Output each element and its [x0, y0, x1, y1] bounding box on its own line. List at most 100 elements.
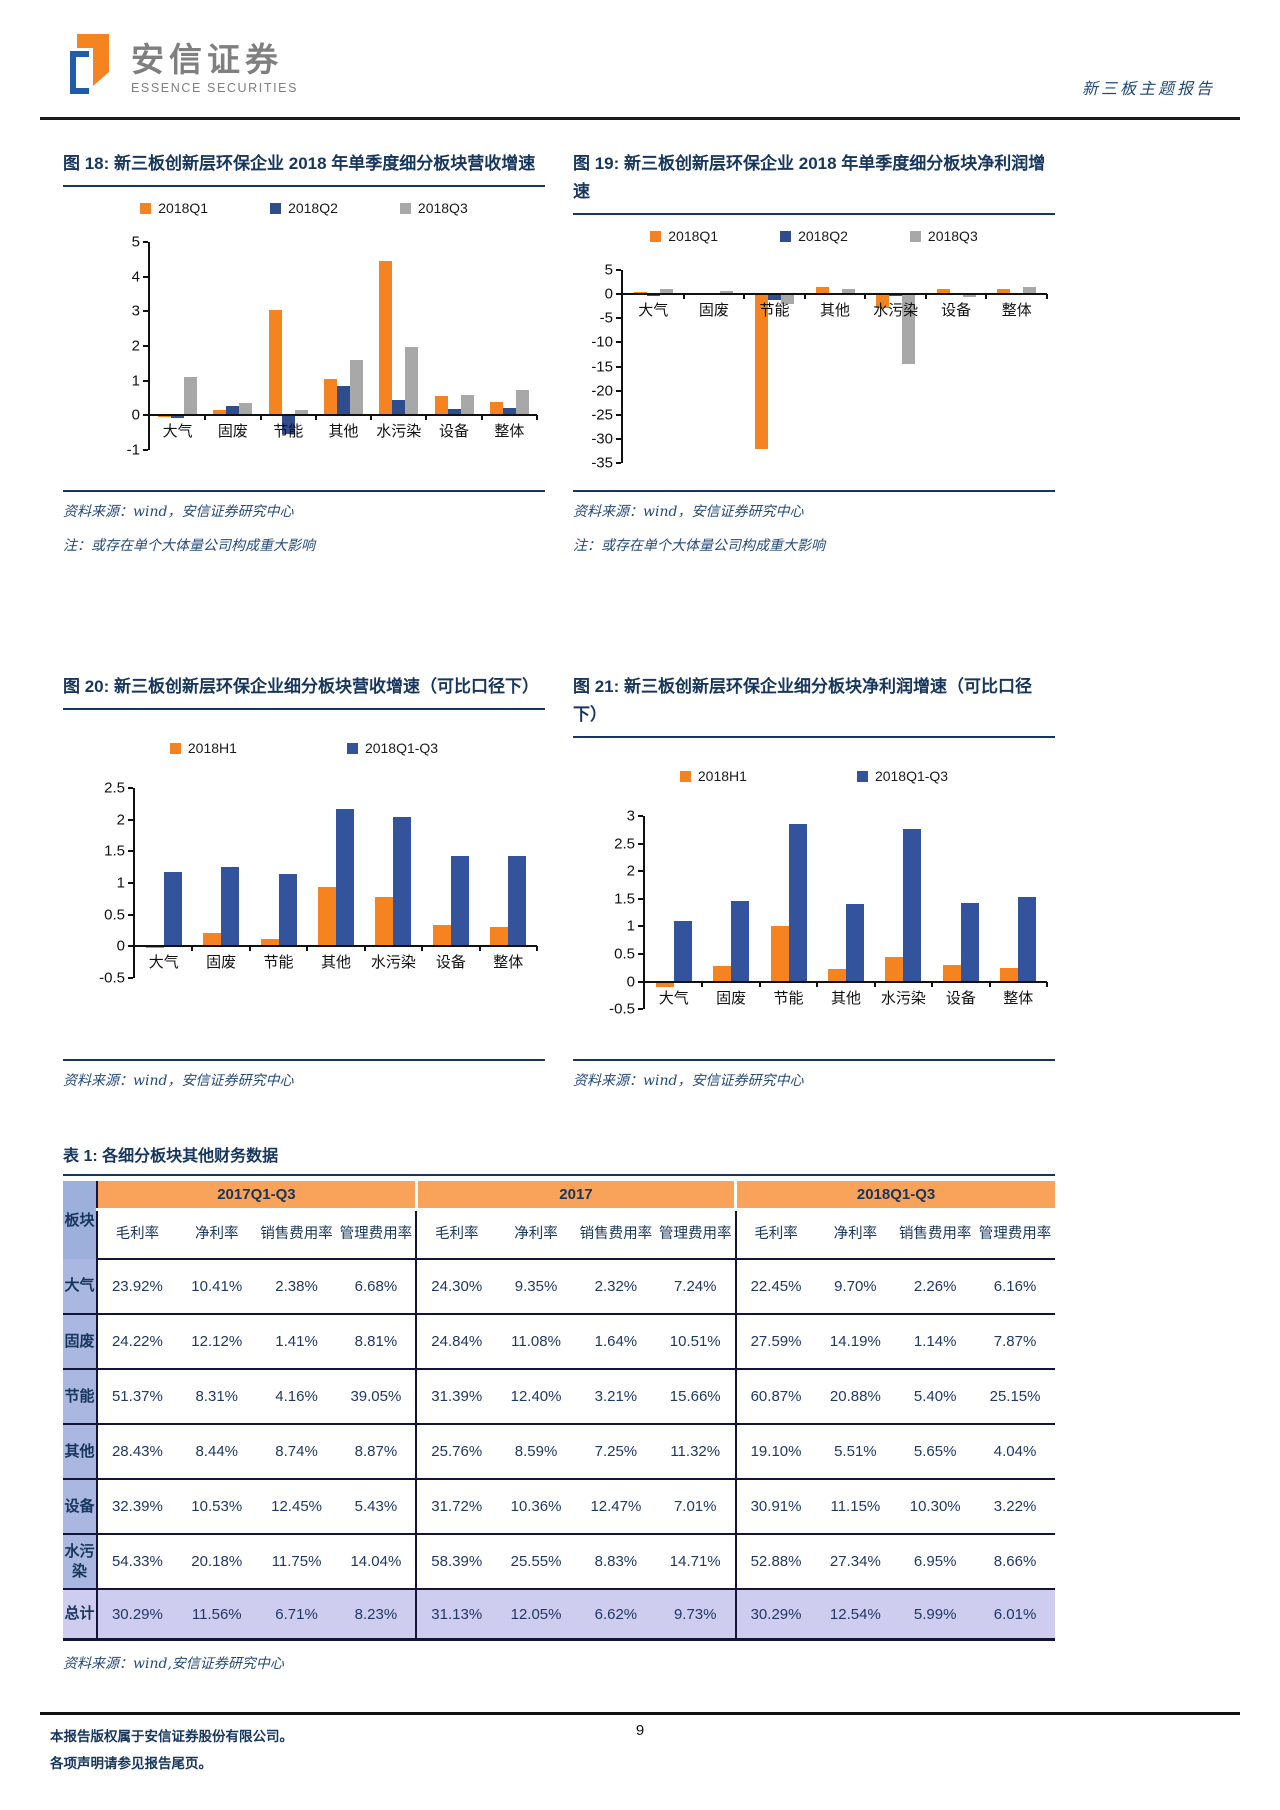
x-tick-mark	[931, 981, 934, 987]
y-tick-mark	[616, 462, 621, 465]
legend-label: 2018Q1-Q3	[364, 740, 439, 757]
category-group: 整体	[480, 788, 538, 978]
table-cell: 6.71%	[256, 1589, 337, 1641]
y-tick-label: -10	[591, 333, 613, 351]
figure-number: 图 19:	[573, 154, 625, 173]
table-cell: 10.30%	[895, 1479, 976, 1535]
x-category-label: 大气	[638, 302, 669, 320]
figure-number: 图 21:	[573, 677, 625, 696]
bar-2018Q1-Q3-整体	[508, 855, 527, 947]
table-cell: 5.51%	[815, 1424, 896, 1480]
x-tick-mark	[535, 946, 538, 952]
table-cell: 11.75%	[256, 1534, 337, 1590]
x-tick-mark	[873, 981, 876, 987]
table-cell: 4.16%	[256, 1369, 337, 1425]
table-cell: 19.10%	[734, 1424, 816, 1480]
bar-2018Q1-整体	[997, 289, 1011, 295]
legend-item: 2018H1	[679, 768, 747, 784]
table-cell: 2.26%	[895, 1259, 976, 1315]
source-rule	[63, 490, 545, 492]
bar-2018Q3-固废	[720, 290, 734, 295]
legend-item: 2018Q1-Q3	[856, 768, 948, 784]
x-category-label: 水污染	[376, 423, 422, 441]
y-tick-label: 5	[604, 261, 613, 279]
table-cell: 4.04%	[975, 1424, 1055, 1480]
category-group: 设备	[426, 242, 483, 450]
x-tick-mark	[191, 946, 194, 952]
table-cell: 10.53%	[176, 1479, 257, 1535]
y-tick-mark	[616, 341, 621, 344]
y-tick-label: 2	[131, 337, 140, 355]
table-cell: 5.65%	[895, 1424, 976, 1480]
brand-name-cn: 安信证券	[131, 40, 283, 78]
figure-title: 图 19: 新三板创新层环保企业 2018 年单季度细分板块净利润增速	[573, 150, 1055, 216]
table-row: 水污染 54.33% 20.18% 11.75% 14.04% 58.39% 25.55% 8…	[63, 1534, 1055, 1590]
x-tick-mark	[1045, 981, 1048, 987]
header-rule	[40, 117, 1240, 120]
bar-2018Q2-整体	[502, 407, 516, 416]
legend-label: 2018Q1	[668, 228, 719, 245]
row-header: 节能	[63, 1369, 98, 1425]
bar-2018Q1-其他	[323, 378, 337, 416]
y-tick-label: -35	[591, 454, 613, 472]
table-row: 大气 23.92% 10.41% 2.38% 6.68% 24.30% 9.35% 2.32%…	[63, 1259, 1055, 1315]
x-category-label: 节能	[263, 954, 294, 972]
table-cell: 7.24%	[655, 1259, 736, 1315]
x-category-label: 节能	[773, 989, 804, 1007]
y-tick-label: 1	[131, 372, 140, 390]
category-group: 其他	[817, 816, 876, 1009]
table-cell: 3.22%	[975, 1479, 1055, 1535]
table-cell: 5.99%	[895, 1589, 976, 1641]
bar-2018Q1-Q3-大气	[673, 920, 692, 982]
x-tick-mark	[478, 946, 481, 952]
row-header: 水污染	[63, 1534, 98, 1590]
table-cell: 28.43%	[97, 1424, 177, 1480]
bar-2018Q2-设备	[447, 409, 461, 416]
bar-2018Q1-水污染	[876, 294, 890, 308]
x-tick-mark	[758, 981, 761, 987]
table-cell: 25.55%	[496, 1534, 576, 1590]
y-tick-mark	[143, 241, 148, 244]
bar-2018H1-大气	[655, 981, 674, 988]
page-header: 安信证券 ESSENCE SECURITIES 新三板主题报告	[63, 34, 1215, 103]
legend-swatch-icon	[169, 742, 181, 754]
table-row: 节能 51.37% 8.31% 4.16% 39.05% 31.39% 12.40% 3.21…	[63, 1369, 1055, 1425]
legend-swatch-icon	[346, 742, 358, 754]
table-cell: 11.15%	[815, 1479, 896, 1535]
category-group: 设备	[926, 270, 988, 463]
y-tick-label: 1.5	[614, 890, 635, 908]
legend-swatch-icon	[650, 230, 662, 242]
x-category-label: 水污染	[873, 302, 919, 320]
bar-2018Q1-整体	[489, 401, 503, 416]
table-source-note: 资料来源：wind,安信证券研究中心	[63, 1656, 284, 1672]
table-cell: 10.51%	[655, 1314, 736, 1370]
y-tick-label: 3	[131, 302, 140, 320]
x-axis-line	[623, 293, 1047, 296]
bar-2018H1-固废	[713, 966, 732, 982]
table-cell: 54.33%	[97, 1534, 177, 1590]
table-cell: 7.25%	[575, 1424, 656, 1480]
table-cell: 11.32%	[655, 1424, 736, 1480]
x-category-label: 水污染	[370, 954, 416, 972]
y-tick-mark	[616, 293, 621, 296]
source-note: 资料来源：wind，安信证券研究中心	[63, 504, 294, 520]
table-cell: 31.72%	[415, 1479, 497, 1535]
category-group: 整体	[986, 270, 1049, 463]
table-cell: 11.56%	[176, 1589, 257, 1641]
table-cell: 20.18%	[176, 1534, 257, 1590]
x-category-label: 设备	[439, 423, 470, 441]
table-cell: 14.71%	[655, 1534, 736, 1590]
y-tick-label: -25	[591, 406, 613, 424]
category-group: 其他	[307, 788, 366, 978]
x-category-label: 其他	[320, 954, 351, 972]
footer-rule	[40, 1712, 1240, 1715]
metric-column-header: 毛利率	[734, 1208, 816, 1260]
figure-caption: 新三板创新层环保企业 2018 年单季度细分板块净利润增速	[573, 154, 1046, 202]
row-header: 设备	[63, 1479, 98, 1535]
legend-swatch-icon	[140, 202, 152, 214]
y-tick-label: 0	[131, 406, 140, 424]
x-tick-mark	[480, 415, 483, 421]
bar-2018Q3-整体	[515, 390, 529, 416]
category-group: 大气	[623, 270, 685, 463]
x-tick-mark	[370, 415, 373, 421]
